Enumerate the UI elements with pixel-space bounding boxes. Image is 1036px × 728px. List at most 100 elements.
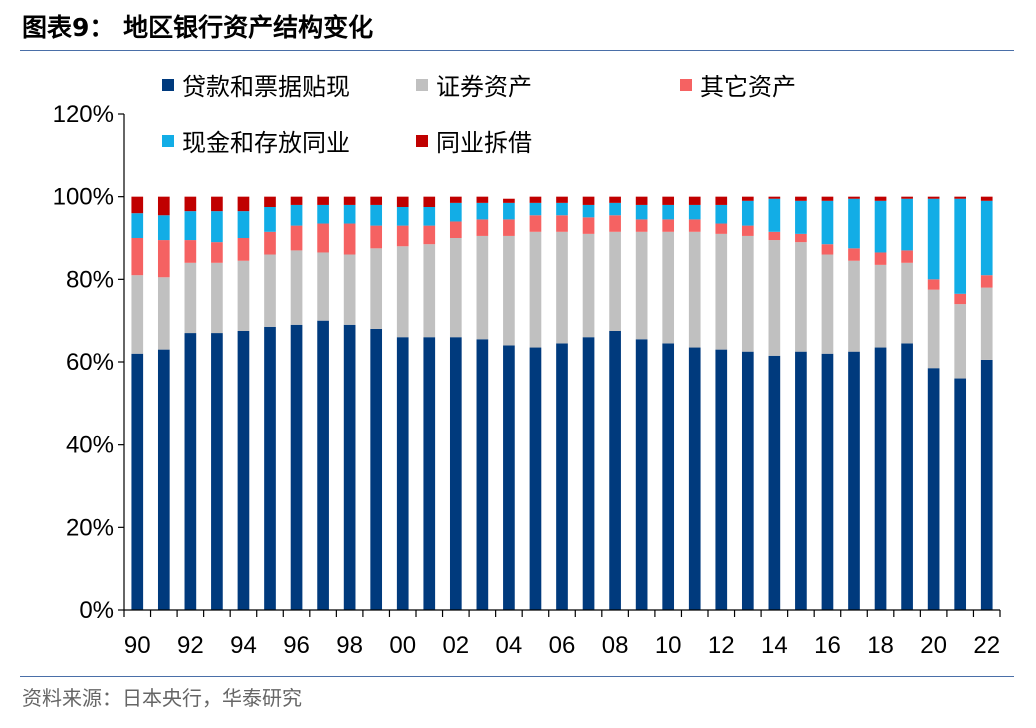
- bar-segment-4-00: [396, 196, 409, 207]
- bar-segment-0-13: [741, 351, 754, 610]
- bar-segment-2-01: [423, 225, 436, 245]
- bar-segment-0-97: [317, 320, 329, 610]
- bar-segment-1-00: [396, 246, 409, 338]
- bar-segment-4-13: [741, 196, 754, 201]
- bar-segment-1-92: [184, 262, 197, 334]
- bar-segment-1-08: [609, 231, 621, 331]
- x-tick-label: 96: [283, 632, 310, 659]
- bar-segment-2-18: [874, 252, 887, 265]
- bar-segment-2-95: [264, 231, 276, 255]
- y-tick-label: 80%: [66, 266, 114, 293]
- bar-segment-3-91: [157, 215, 170, 241]
- y-tick-label: 20%: [66, 514, 114, 541]
- title-divider: [20, 50, 1014, 51]
- bar-segment-2-10: [662, 219, 675, 232]
- bar-segment-1-02: [449, 238, 462, 338]
- bar-segment-0-11: [688, 347, 701, 610]
- y-tick-label: 60%: [66, 349, 114, 376]
- bar-segment-4-09: [635, 196, 648, 205]
- bar-segment-1-20: [927, 289, 940, 369]
- bar-segment-2-15: [795, 233, 807, 243]
- bar-segment-0-92: [184, 333, 197, 610]
- bar-segment-4-08: [609, 196, 621, 203]
- bar-segment-3-17: [848, 198, 860, 249]
- x-tick-label: 90: [124, 632, 151, 659]
- bar-segment-2-13: [741, 225, 754, 236]
- bar-segment-0-10: [662, 343, 675, 610]
- bar-segment-1-14: [768, 240, 781, 356]
- bar-segment-4-97: [317, 196, 329, 205]
- bar-segment-0-00: [396, 337, 409, 610]
- bar-segment-0-06: [556, 343, 568, 610]
- bar-segment-1-96: [290, 250, 303, 325]
- bar-segment-1-90: [131, 275, 144, 354]
- x-tick-label: 92: [177, 632, 204, 659]
- x-tick-label: 00: [389, 632, 416, 659]
- bar-segment-4-05: [529, 196, 542, 203]
- bar-segment-1-13: [741, 235, 754, 352]
- bar-segment-1-06: [556, 231, 568, 344]
- bar-segment-3-04: [503, 202, 515, 220]
- bar-segment-3-14: [768, 198, 781, 232]
- bar-segment-2-09: [635, 219, 648, 232]
- bar-segment-4-19: [901, 196, 913, 199]
- legend-swatch: [416, 79, 428, 91]
- bar-segment-1-91: [157, 277, 170, 350]
- bar-segment-1-09: [635, 231, 648, 340]
- bar-segment-0-04: [503, 345, 515, 610]
- bar-segment-0-20: [927, 368, 940, 610]
- bar-segment-0-91: [157, 349, 170, 610]
- bar-segment-2-07: [582, 217, 595, 234]
- x-tick-label: 06: [549, 632, 576, 659]
- bar-segment-0-02: [449, 337, 462, 610]
- bar-segment-1-21: [954, 304, 967, 379]
- bar-segment-0-90: [131, 353, 144, 610]
- bar-segment-3-16: [821, 200, 834, 245]
- bar-segment-4-93: [211, 196, 223, 212]
- bar-segment-2-94: [237, 238, 250, 261]
- bar-segment-0-16: [821, 353, 834, 610]
- bar-segment-1-05: [529, 231, 542, 348]
- x-tick-label: 20: [920, 632, 947, 659]
- bar-segment-3-06: [556, 202, 568, 216]
- bar-segment-3-22: [980, 200, 993, 276]
- y-tick-label: 120%: [53, 101, 114, 128]
- bar-segment-3-08: [609, 202, 621, 216]
- x-axis: 90 92 94 96 98 00 02 04 06 08 10 12 14 16 18 20 22: [123, 609, 1001, 659]
- bar-segment-4-03: [476, 196, 489, 203]
- bar-segment-1-97: [317, 252, 329, 321]
- bar-segment-2-11: [688, 219, 701, 232]
- legend-label: 其它资产: [700, 74, 796, 101]
- bar-segment-4-20: [927, 196, 940, 199]
- bar-segment-3-10: [662, 204, 675, 220]
- bar-segment-3-98: [343, 204, 356, 224]
- bar-segment-4-15: [795, 196, 807, 201]
- bar-segment-4-11: [688, 196, 701, 205]
- bar-segment-0-14: [768, 355, 781, 610]
- bar-segment-1-11: [688, 231, 701, 348]
- bar-segment-3-00: [396, 207, 409, 226]
- bar-segment-4-17: [848, 196, 860, 199]
- x-tick-label: 22: [973, 632, 1000, 659]
- x-tick-label: 08: [602, 632, 629, 659]
- bar-segment-1-03: [476, 235, 489, 340]
- x-tick-label: 04: [496, 632, 523, 659]
- bar-segment-3-92: [184, 211, 197, 241]
- bar-segment-0-05: [529, 347, 542, 610]
- bar-segment-0-93: [211, 333, 223, 610]
- bar-segment-3-90: [131, 213, 144, 238]
- bar-segment-4-10: [662, 196, 675, 205]
- bar-segment-1-94: [237, 260, 250, 331]
- y-tick-label: 0%: [79, 597, 114, 624]
- bar-segment-1-95: [264, 254, 276, 327]
- source-note: 资料来源：日本央行，华泰研究: [22, 686, 302, 710]
- bar-segment-4-14: [768, 196, 781, 199]
- bar-segment-0-95: [264, 326, 276, 610]
- bar-segment-1-98: [343, 254, 356, 325]
- bar-segment-1-07: [582, 233, 595, 338]
- bar-segment-4-18: [874, 196, 887, 201]
- bar-segment-3-13: [741, 200, 754, 226]
- legend-label: 现金和存放同业: [182, 130, 350, 157]
